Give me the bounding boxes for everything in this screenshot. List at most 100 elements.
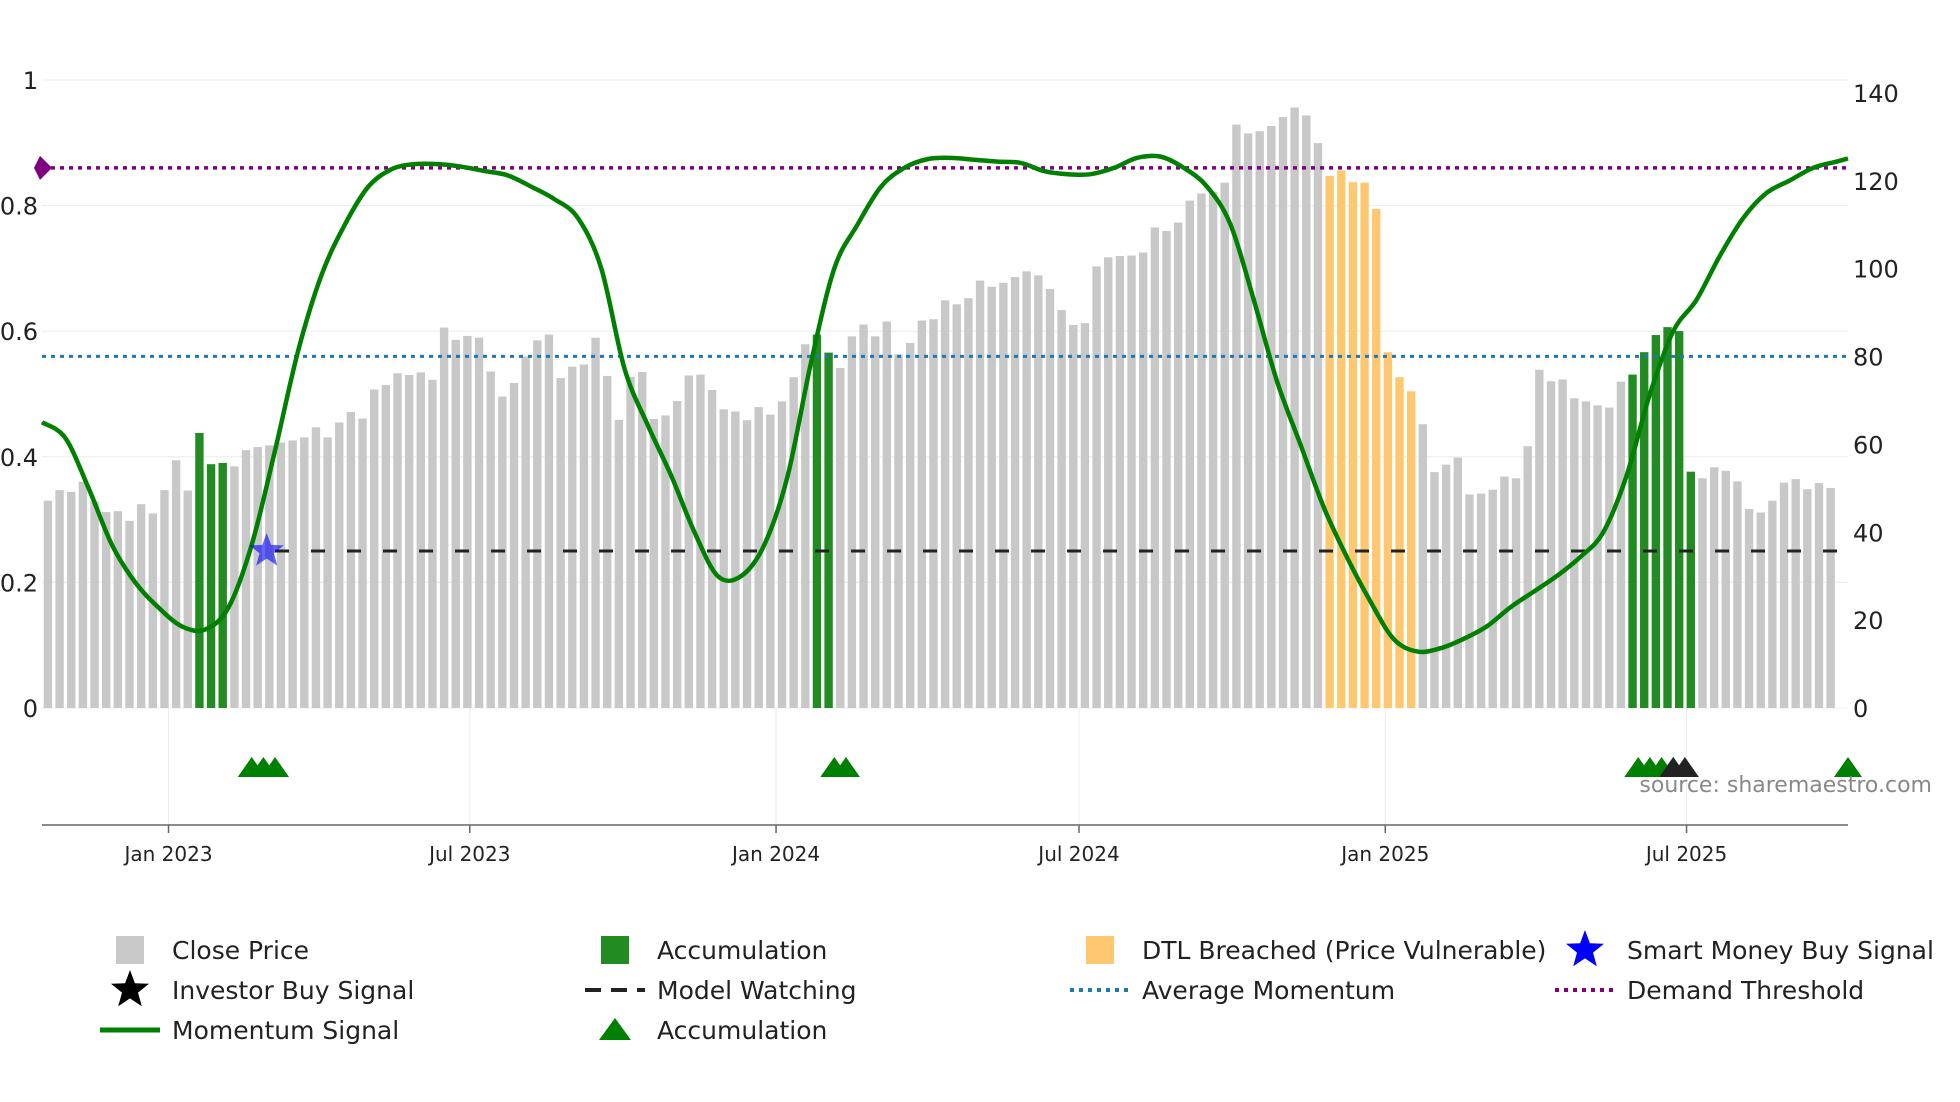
bars <box>43 107 1835 709</box>
close-price-bar <box>1022 271 1031 708</box>
close-price-bar <box>125 520 134 708</box>
y-left-tick: 0.2 <box>0 569 38 597</box>
close-price-bar <box>1546 381 1556 708</box>
legend-accumulation-triangle-swatch <box>599 1018 631 1040</box>
close-price-bar <box>67 491 76 708</box>
close-price-bar <box>416 372 425 708</box>
close-price-bar <box>439 327 449 708</box>
close-price-bar <box>1138 252 1148 709</box>
close-price-bar <box>789 377 798 708</box>
close-price-bar <box>1290 107 1299 708</box>
close-price-bar <box>987 286 996 708</box>
close-price-bar <box>1803 489 1812 708</box>
close-price-bar <box>964 298 973 708</box>
accumulation-triangle <box>1834 757 1862 777</box>
close-price-bar <box>136 504 146 708</box>
close-price-bar <box>871 336 880 708</box>
y-left-tick: 1 <box>23 67 38 95</box>
close-price-bar <box>1476 493 1486 708</box>
legend-demand-threshold-label: Demand Threshold <box>1627 976 1864 1005</box>
legend-accumulation-swatch <box>601 936 629 964</box>
close-price-bar <box>568 366 577 708</box>
close-price-bar <box>1255 131 1264 709</box>
close-price-bar <box>684 375 693 708</box>
close-price-bar <box>1441 464 1451 708</box>
legend-model-watching-label: Model Watching <box>657 976 857 1005</box>
close-price-bar <box>1826 487 1835 708</box>
x-tick-label: Jan 2024 <box>730 842 820 866</box>
close-price-bar <box>1756 512 1765 708</box>
close-price-bar <box>1779 482 1789 708</box>
legend-average-momentum-label: Average Momentum <box>1142 976 1395 1005</box>
accumulation-bar <box>1674 331 1684 708</box>
close-price-bar <box>1010 277 1020 708</box>
close-price-bar <box>474 337 484 708</box>
close-price-bar <box>1791 479 1800 708</box>
close-price-bar <box>1232 124 1241 709</box>
legend-accumulation-label: Accumulation <box>657 936 827 965</box>
close-price-bar <box>1173 222 1183 708</box>
close-price-bar <box>1616 381 1626 708</box>
dtl-breached-bar <box>1360 182 1369 709</box>
close-price-bar <box>102 512 111 708</box>
close-price-bar <box>1453 457 1462 708</box>
accumulation-bar <box>1686 471 1696 708</box>
y-left-tick: 0.4 <box>0 444 38 472</box>
close-price-bar <box>1698 478 1707 708</box>
close-price-bar <box>1814 483 1824 708</box>
y-right-tick: 0 <box>1853 695 1868 723</box>
close-price-bar <box>1057 310 1066 708</box>
close-price-bar <box>1605 407 1614 708</box>
legend-dtl-breached-swatch <box>1086 936 1114 964</box>
x-tick-label: Jul 2023 <box>427 842 510 866</box>
close-price-bar <box>1500 476 1509 708</box>
close-price-bar <box>859 324 868 708</box>
accumulation-bar <box>195 433 204 708</box>
close-price-bar <box>1127 255 1136 709</box>
close-price-bar <box>731 411 740 708</box>
y-left-tick: 0.6 <box>0 318 38 346</box>
close-price-bar <box>160 490 169 708</box>
close-price-bar <box>766 414 775 708</box>
accumulation-bar <box>812 334 822 708</box>
legend-dtl-breached-label: DTL Breached (Price Vulnerable) <box>1142 936 1546 965</box>
close-price-bar <box>393 373 402 708</box>
dtl-breached-bar <box>1406 391 1416 708</box>
close-price-bar <box>544 334 554 708</box>
markers <box>237 533 1862 777</box>
close-price-bar <box>1430 472 1439 708</box>
close-price-bar <box>1523 446 1532 708</box>
close-price-bar <box>1733 481 1742 708</box>
y-right-tick: 140 <box>1853 80 1899 108</box>
close-price-bar <box>882 321 892 708</box>
accumulation-bar <box>218 462 227 708</box>
close-price-bar <box>1150 227 1160 708</box>
legend-investor-buy-swatch <box>111 970 149 1007</box>
close-price-bar <box>975 280 985 708</box>
y-right-tick: 40 <box>1853 519 1884 547</box>
close-price-bar <box>707 389 717 708</box>
close-price-bar <box>1511 478 1521 708</box>
close-price-bar <box>78 481 88 708</box>
legend-investor-buy-label: Investor Buy Signal <box>172 976 414 1005</box>
close-price-bar <box>1768 500 1777 708</box>
close-price-bar <box>1104 257 1113 708</box>
source-label: source: sharemaestro.com <box>1639 773 1932 798</box>
close-price-bar <box>1535 369 1544 708</box>
x-tick-label: Jan 2025 <box>1339 842 1429 866</box>
close-price-bar <box>253 447 262 708</box>
close-price-bar <box>614 419 624 708</box>
close-price-bar <box>369 389 379 708</box>
close-price-bar <box>801 344 810 708</box>
close-price-bar <box>533 340 542 708</box>
smart-money-buy-star <box>249 533 284 566</box>
close-price-bar <box>661 415 670 708</box>
close-price-bar <box>1045 288 1055 708</box>
close-price-bar <box>323 437 332 708</box>
close-price-bar <box>276 442 286 708</box>
investor-buy-triangle <box>1670 757 1699 777</box>
close-price-bar <box>335 422 344 708</box>
close-price-bar <box>1313 143 1323 709</box>
close-price-bar <box>929 319 938 708</box>
close-price-bar <box>230 466 239 708</box>
